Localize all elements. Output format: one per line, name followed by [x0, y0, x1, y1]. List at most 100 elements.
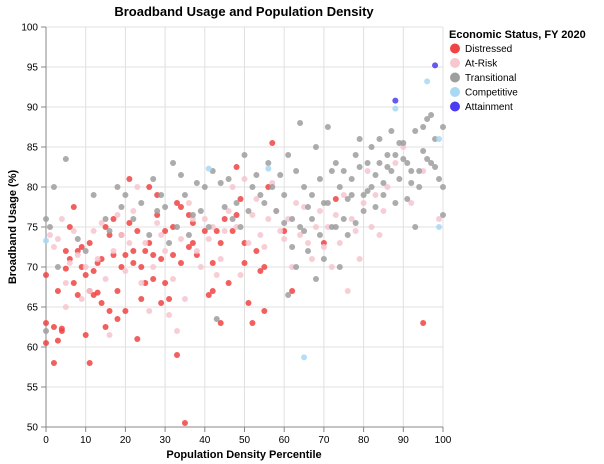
data-point: [404, 160, 411, 166]
data-point: [376, 232, 383, 238]
data-point: [50, 244, 57, 250]
legend-label: Competitive: [465, 88, 518, 99]
data-point: [396, 176, 403, 182]
data-point: [344, 288, 351, 294]
data-point: [217, 320, 224, 326]
legend-swatch: [450, 43, 460, 54]
data-point: [102, 224, 109, 230]
data-point: [368, 224, 375, 230]
data-point: [336, 184, 343, 190]
data-point: [221, 204, 228, 210]
data-point: [253, 248, 260, 254]
data-point: [110, 248, 117, 254]
data-point: [90, 192, 97, 198]
legend-label: Distressed: [465, 44, 512, 55]
data-point: [50, 360, 57, 366]
data-point: [261, 200, 268, 206]
data-point: [154, 220, 161, 226]
data-point: [293, 200, 300, 206]
data-point: [320, 256, 327, 262]
data-point: [261, 308, 268, 314]
data-point: [372, 192, 379, 198]
data-point: [158, 300, 165, 306]
data-point: [281, 220, 288, 226]
data-point: [118, 204, 125, 210]
data-point: [134, 336, 141, 342]
data-point: [416, 168, 423, 174]
data-point: [185, 232, 192, 238]
data-point: [289, 288, 296, 294]
data-point: [392, 152, 399, 158]
data-point: [102, 276, 109, 282]
data-point: [396, 140, 403, 146]
data-point: [332, 196, 339, 202]
data-point: [122, 192, 129, 198]
data-point: [122, 268, 129, 274]
data-point: [356, 136, 363, 142]
data-point: [62, 248, 69, 254]
data-point: [126, 176, 133, 182]
data-point: [130, 208, 137, 214]
data-point: [82, 264, 89, 270]
legend-swatch: [450, 58, 460, 68]
data-point: [146, 308, 153, 314]
x-tick-label: 100: [435, 435, 452, 446]
data-point: [360, 192, 367, 198]
data-point: [253, 172, 260, 178]
data-point: [142, 248, 149, 254]
data-point: [114, 212, 121, 218]
data-point: [269, 184, 276, 190]
data-point: [308, 216, 315, 222]
data-point: [102, 216, 109, 222]
data-point: [146, 232, 153, 238]
data-point: [364, 188, 371, 194]
data-point: [225, 176, 232, 182]
data-point: [328, 264, 335, 270]
data-point: [324, 124, 331, 130]
y-tick-label: 85: [27, 143, 39, 154]
data-point: [336, 240, 343, 246]
y-tick-label: 55: [27, 383, 39, 394]
data-point: [126, 220, 133, 226]
data-point: [62, 280, 69, 286]
data-point: [170, 276, 177, 282]
data-point: [412, 224, 419, 230]
data-point: [106, 332, 113, 338]
data-point: [58, 325, 65, 332]
data-point: [162, 228, 169, 234]
data-point: [316, 208, 323, 214]
data-point: [297, 120, 304, 126]
data-point: [66, 224, 73, 230]
data-point: [360, 208, 367, 214]
data-point: [436, 224, 443, 230]
axes: 0 10 20 30 40 50 60 70 80 90 100 50 55 60 65 70 75 80 85 90…: [21, 23, 451, 447]
data-point: [404, 196, 411, 202]
data-point: [237, 196, 244, 202]
data-point: [316, 176, 323, 182]
data-point: [185, 244, 192, 250]
data-point: [86, 360, 93, 366]
data-point: [269, 140, 276, 146]
data-point: [181, 296, 188, 302]
data-point: [253, 196, 260, 202]
data-point: [261, 244, 268, 250]
data-point: [114, 184, 121, 190]
data-point: [225, 208, 232, 214]
data-point: [98, 300, 105, 306]
data-point: [185, 200, 192, 206]
data-point: [332, 212, 339, 218]
data-point: [301, 354, 308, 361]
y-tick-label: 75: [27, 223, 39, 234]
data-point: [297, 224, 304, 230]
data-point: [138, 280, 145, 286]
data-point: [205, 224, 212, 230]
data-point: [177, 172, 184, 178]
data-point: [150, 264, 157, 270]
data-point: [364, 168, 371, 174]
data-point: [66, 260, 73, 266]
data-point: [408, 168, 415, 174]
data-point: [146, 184, 153, 190]
data-point: [384, 152, 391, 158]
data-point: [90, 228, 97, 234]
